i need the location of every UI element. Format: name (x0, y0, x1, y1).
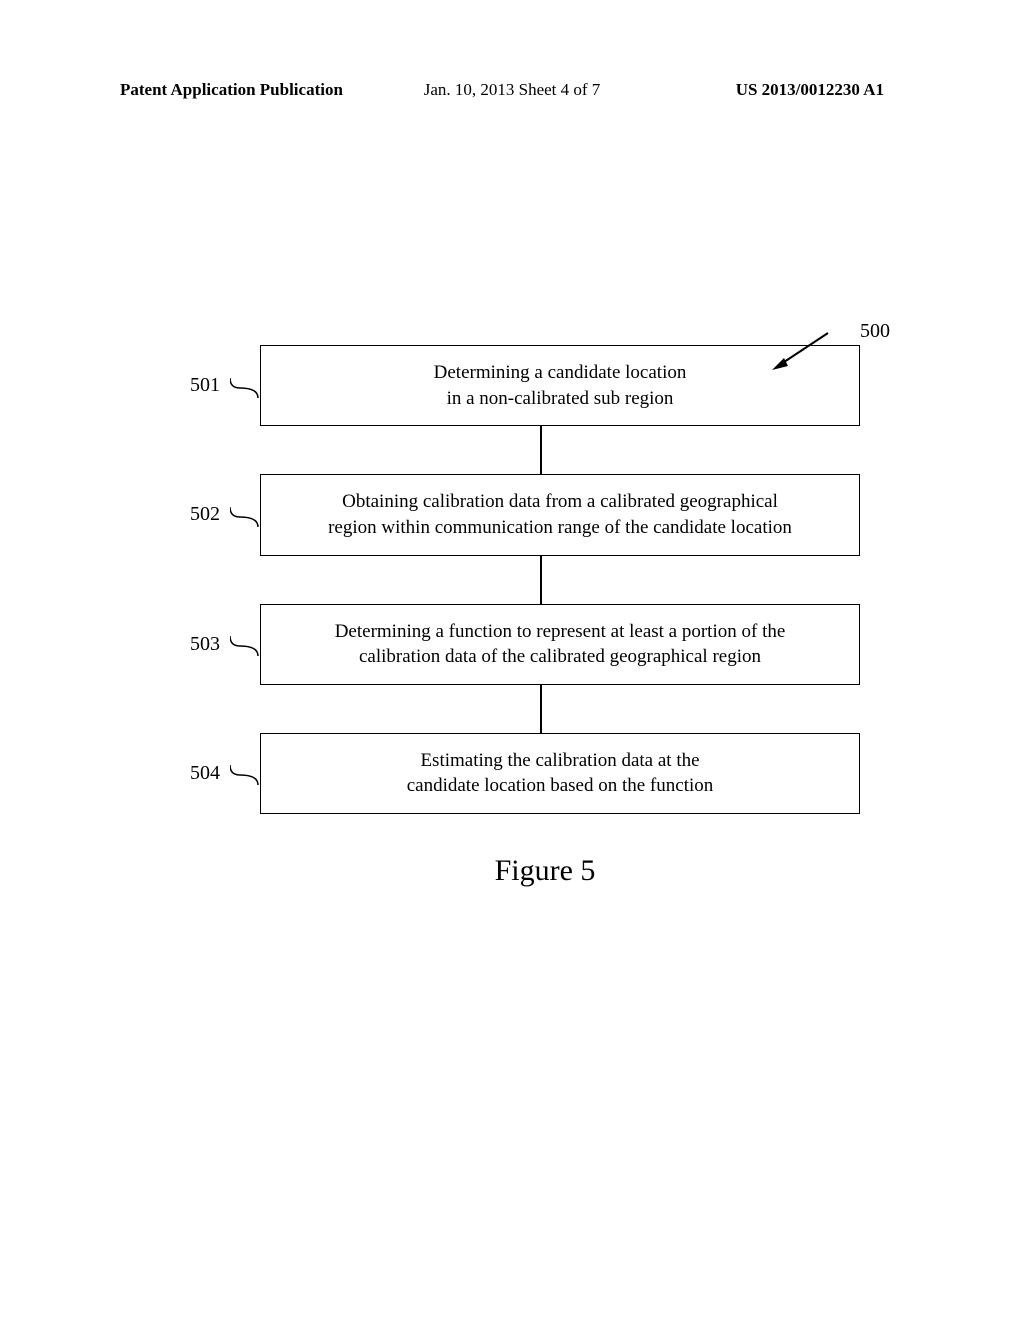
connector-bracket-icon (230, 503, 260, 527)
box-text-line1: Determining a function to represent at l… (335, 621, 786, 642)
flow-step-504: 504 Estimating the calibration data at t… (160, 733, 860, 814)
box-text-line2: region within communication range of the… (328, 517, 792, 538)
page-header: Patent Application Publication Jan. 10, … (0, 80, 1024, 100)
connector-bracket-icon (230, 761, 260, 785)
flow-step-502: 502 Obtaining calibration data from a ca… (160, 474, 860, 555)
step-label: 502 (160, 503, 220, 526)
flow-box: Estimating the calibration data at the c… (260, 733, 860, 814)
box-text-line1: Obtaining calibration data from a calibr… (342, 491, 778, 512)
box-text-line2: candidate location based on the function (407, 775, 714, 796)
step-label: 503 (160, 633, 220, 656)
connector-line (540, 426, 542, 474)
flow-box: Obtaining calibration data from a calibr… (260, 474, 860, 555)
header-center: Jan. 10, 2013 Sheet 4 of 7 (424, 80, 601, 100)
box-text-line1: Estimating the calibration data at the (420, 750, 699, 771)
step-label: 504 (160, 762, 220, 785)
header-left: Patent Application Publication (120, 80, 343, 100)
pointer-label: 500 (860, 320, 890, 343)
header-right: US 2013/0012230 A1 (736, 80, 884, 100)
connector-bracket-icon (230, 374, 260, 398)
figure-caption: Figure 5 (230, 854, 860, 888)
connector-line (540, 685, 542, 733)
box-text-line2: calibration data of the calibrated geogr… (359, 646, 761, 667)
connector-bracket-icon (230, 632, 260, 656)
connector-line (540, 556, 542, 604)
step-label: 501 (160, 374, 220, 397)
box-text-line2: in a non-calibrated sub region (447, 388, 674, 409)
diagram-pointer: 500 (740, 320, 890, 380)
box-text-line1: Determining a candidate location (434, 362, 687, 383)
flowchart-diagram: 500 501 Determining a candidate location… (160, 345, 860, 888)
pointer-arrow-icon (760, 328, 860, 388)
flow-step-503: 503 Determining a function to represent … (160, 604, 860, 685)
flow-box: Determining a function to represent at l… (260, 604, 860, 685)
